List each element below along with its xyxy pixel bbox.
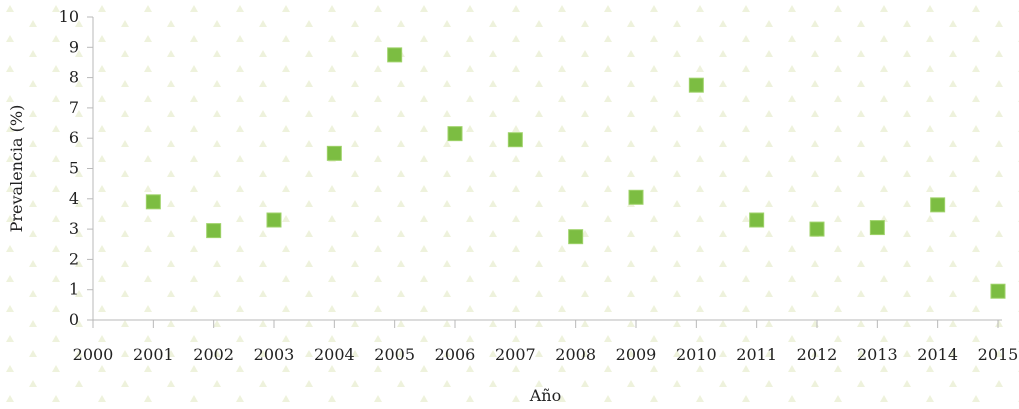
- data-point: [749, 212, 765, 228]
- y-tick-label: 4: [69, 189, 79, 208]
- y-tick-label: 6: [69, 128, 79, 147]
- x-tick-label: 2003: [254, 345, 295, 364]
- x-tick-label: 2006: [435, 345, 476, 364]
- y-tick-label: 0: [69, 310, 79, 329]
- x-tick-label: 2000: [73, 345, 114, 364]
- x-tick-label: 2014: [917, 345, 958, 364]
- y-tick-label: 3: [69, 219, 79, 238]
- y-tick-label: 8: [69, 68, 79, 87]
- x-tick-label: 2010: [676, 345, 717, 364]
- x-tick-label: 2008: [555, 345, 596, 364]
- y-axis-title: Prevalencia (%): [7, 105, 26, 233]
- y-tick-label: 7: [69, 98, 79, 117]
- x-tick-label: 2012: [797, 345, 838, 364]
- data-point: [447, 126, 463, 142]
- data-point: [266, 212, 282, 228]
- x-tick-label: 2015: [978, 345, 1019, 364]
- data-point: [688, 77, 704, 93]
- x-tick-label: 2005: [374, 345, 415, 364]
- y-tick-label: 2: [69, 249, 79, 268]
- data-point: [206, 223, 222, 239]
- data-point: [930, 197, 946, 213]
- y-tick-label: 1: [69, 280, 79, 299]
- data-point: [145, 194, 161, 210]
- y-tick-label: 10: [59, 7, 79, 26]
- x-tick-label: 2004: [314, 345, 355, 364]
- x-axis-title: Año: [529, 386, 562, 405]
- x-tick-label: 2009: [616, 345, 657, 364]
- y-tick-label: 5: [69, 159, 79, 178]
- x-tick-label: 2002: [193, 345, 234, 364]
- x-tick-label: 2007: [495, 345, 536, 364]
- data-point: [990, 283, 1006, 299]
- data-point: [568, 229, 584, 245]
- x-tick-label: 2013: [857, 345, 898, 364]
- data-point: [809, 221, 825, 237]
- data-point: [387, 47, 403, 63]
- data-point: [869, 220, 885, 236]
- x-tick-label: 2011: [736, 345, 777, 364]
- data-point: [326, 145, 342, 161]
- y-tick-label: 9: [69, 37, 79, 56]
- x-tick-label: 2001: [133, 345, 174, 364]
- data-point: [507, 132, 523, 148]
- data-point: [628, 189, 644, 205]
